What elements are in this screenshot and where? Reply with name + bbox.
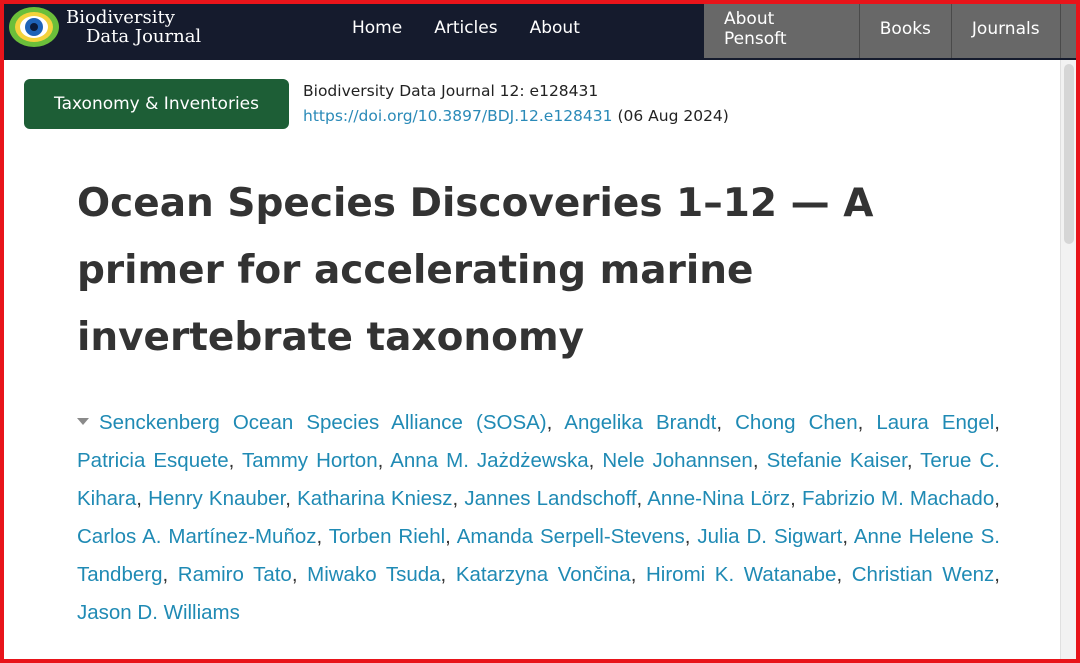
author-link[interactable]: Henry Knauber	[148, 487, 286, 510]
top-navbar: Biodiversity Data Journal Home Articles …	[0, 0, 1080, 60]
vertical-scrollbar[interactable]	[1060, 60, 1077, 659]
author-link[interactable]: Jannes Landschoff	[464, 487, 637, 510]
eye-logo-icon	[9, 7, 59, 47]
author-link[interactable]: Angelika Brandt	[564, 411, 717, 434]
article-meta: Biodiversity Data Journal 12: e128431 ht…	[303, 79, 729, 129]
author-link[interactable]: Katharina Kniesz	[297, 487, 453, 510]
expand-authors-icon[interactable]	[77, 418, 89, 426]
author-link[interactable]: Stefanie Kaiser	[766, 449, 907, 472]
logo-wordmark: Biodiversity Data Journal	[66, 8, 201, 46]
author-link[interactable]: Tammy Horton	[241, 449, 378, 472]
nav-home-link[interactable]: Home	[352, 18, 403, 38]
nav-about-pensoft-link[interactable]: About Pensoft	[724, 9, 787, 49]
article-title: Ocean Species Discoveries 1–12 — A prime…	[77, 181, 874, 360]
author-link[interactable]: Torben Riehl	[328, 525, 446, 548]
author-link[interactable]: Katarzyna Vončina	[455, 563, 631, 586]
author-link[interactable]: Ramiro Tato	[177, 563, 292, 586]
author-link[interactable]: Chong Chen	[735, 411, 858, 434]
author-list: Senckenberg Ocean Species Alliance (SOSA…	[77, 411, 1000, 624]
nav-books-link[interactable]: Books	[858, 0, 951, 58]
publisher-nav: About Pensoft Books Journals	[704, 0, 1080, 58]
publication-date: (06 Aug 2024)	[617, 107, 729, 125]
nav-journals-link[interactable]: Journals	[950, 0, 1060, 58]
author-link[interactable]: Christian Wenz	[851, 563, 995, 586]
nav-about-link[interactable]: About	[529, 18, 580, 38]
logo-line-1: Biodiversity	[66, 7, 175, 28]
author-link[interactable]: Carlos A. Martínez-Muñoz	[77, 525, 317, 548]
scrollbar-thumb[interactable]	[1064, 64, 1074, 244]
author-link[interactable]: Laura Engel	[876, 411, 995, 434]
author-link[interactable]: Anne-Nina Lörz	[647, 487, 791, 510]
author-link[interactable]: Amanda Serpell-Stevens	[456, 525, 685, 548]
author-link[interactable]: Nele Johannsen	[602, 449, 753, 472]
author-link[interactable]: Jason D. Williams	[77, 601, 240, 624]
author-link[interactable]: Anne Helene S. Tandberg	[77, 525, 1000, 586]
author-link[interactable]: Terue C. Kihara	[77, 449, 1000, 510]
author-link[interactable]: Fabrizio M. Machado	[801, 487, 995, 510]
author-link[interactable]: Hiromi K. Watanabe	[645, 563, 837, 586]
doi-link[interactable]: https://doi.org/10.3897/BDJ.12.e128431	[303, 107, 613, 125]
category-badge[interactable]: Taxonomy & Inventories	[24, 79, 289, 129]
doi-line: https://doi.org/10.3897/BDJ.12.e128431 (…	[303, 104, 729, 129]
citation-text: Biodiversity Data Journal 12: e128431	[303, 82, 599, 100]
author-link[interactable]: Julia D. Sigwart	[697, 525, 843, 548]
main-nav: Home Articles About	[336, 0, 596, 56]
author-link[interactable]: Patricia Esquete	[77, 449, 229, 472]
journal-logo[interactable]: Biodiversity Data Journal	[8, 4, 201, 50]
logo-line-2: Data Journal	[86, 26, 202, 47]
author-link[interactable]: Anna M. Jażdżewska	[390, 449, 589, 472]
author-link[interactable]: Miwako Tsuda	[307, 563, 441, 586]
nav-articles-link[interactable]: Articles	[434, 18, 498, 38]
author-link[interactable]: Senckenberg Ocean Species Alliance (SOSA…	[99, 411, 547, 434]
nav-overflow-item[interactable]	[1059, 0, 1080, 58]
